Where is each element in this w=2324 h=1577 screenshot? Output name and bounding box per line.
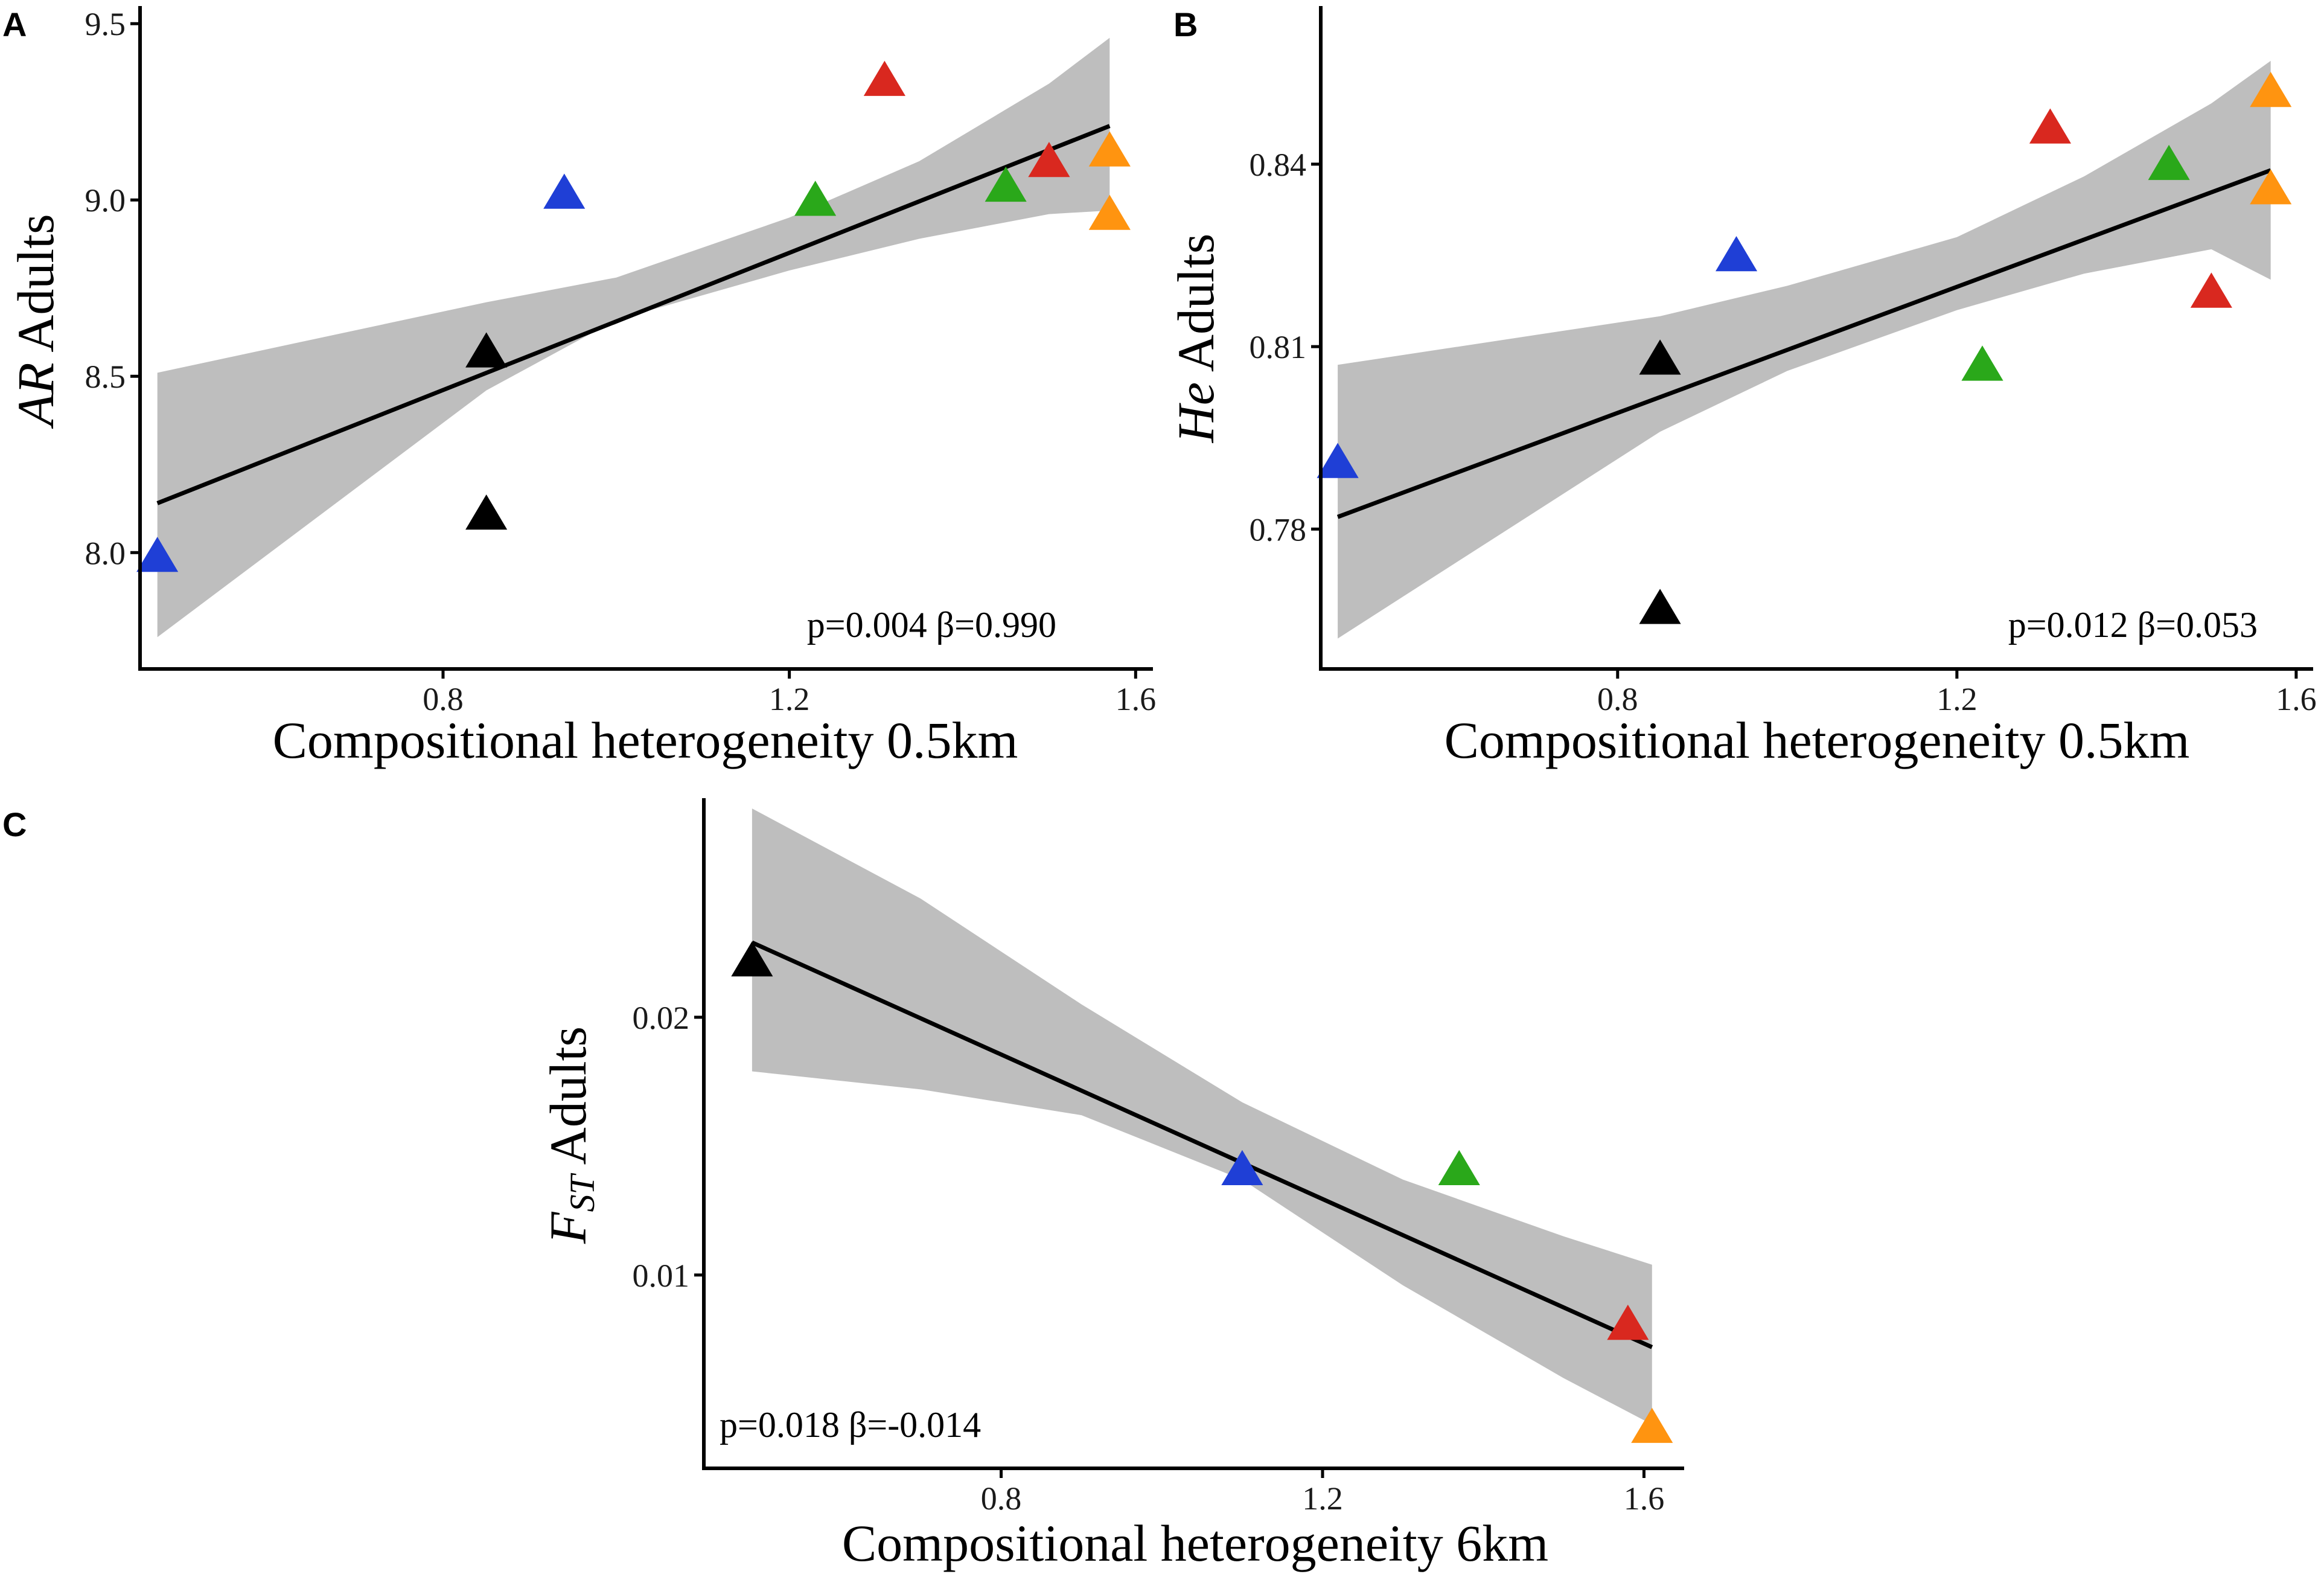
panel-letter-b: B bbox=[1173, 5, 1198, 43]
data-point-blue bbox=[136, 537, 179, 572]
y-tick-label: 0.02 bbox=[633, 1000, 690, 1036]
y-label-rest: Adults bbox=[539, 1026, 597, 1175]
data-point-green bbox=[2148, 144, 2190, 181]
data-point-green bbox=[985, 166, 1027, 202]
panel-a: A 0.8 1.2 1.68.08.59.09.5 p=0.004 β=0.990 … bbox=[2, 5, 1156, 769]
data-point-blue bbox=[1317, 443, 1359, 478]
regression-line bbox=[1336, 168, 2271, 519]
y-tick-label: 0.78 bbox=[1250, 511, 1307, 548]
y-axis-label: He Adults bbox=[1167, 234, 1225, 443]
x-axis-label: Compositional heterogeneity 6km bbox=[842, 1514, 1548, 1572]
x-axis-label: Compositional heterogeneity 0.5km bbox=[1445, 711, 2190, 769]
x-tick-label: 1.6 bbox=[1624, 1480, 1665, 1517]
data-point-red bbox=[1607, 1304, 1649, 1340]
confidence-band bbox=[157, 37, 1110, 638]
stats-annotation: p=0.018 β=-0.014 bbox=[720, 1405, 981, 1445]
x-tick-label: 1.2 bbox=[1936, 681, 1978, 717]
data-point-orange bbox=[1088, 131, 1131, 167]
x-tick-label: 1.2 bbox=[769, 681, 810, 717]
panel-b: B 0.8 1.2 1.60.780.810.84 p=0.012 β=0.053 … bbox=[1167, 5, 2317, 769]
x-tick-label: 0.8 bbox=[1597, 681, 1638, 717]
y-label-subscript: ST bbox=[563, 1172, 602, 1212]
x-tick-label: 0.8 bbox=[981, 1480, 1022, 1517]
data-point-blue bbox=[1716, 236, 1758, 272]
y-label-rest: Adults bbox=[1167, 234, 1225, 382]
y-label-italic: He bbox=[1167, 382, 1225, 443]
x-tick-label: 1.6 bbox=[1116, 681, 1157, 717]
y-tick-label: 0.84 bbox=[1250, 147, 1307, 183]
y-label-italic: AR bbox=[7, 363, 65, 429]
stats-annotation: p=0.012 β=0.053 bbox=[2008, 605, 2258, 645]
y-axis-label: AR Adults bbox=[7, 214, 65, 429]
panel-c: C 0.8 1.2 1.6 0.01 0.02 p=0.018 β=-0.014 Com… bbox=[2, 798, 1684, 1572]
stats-annotation: p=0.004 β=0.990 bbox=[807, 605, 1056, 645]
data-point-red bbox=[2029, 108, 2071, 144]
y-tick-label: 0.81 bbox=[1250, 329, 1307, 365]
data-point-orange bbox=[1088, 194, 1131, 230]
data-point-red bbox=[2190, 272, 2232, 308]
data-point-blue bbox=[543, 173, 586, 209]
data-point-green bbox=[1961, 345, 2003, 381]
data-point-orange bbox=[1631, 1407, 1673, 1443]
data-point-green bbox=[1438, 1150, 1480, 1185]
y-label-italic: F bbox=[539, 1211, 597, 1244]
panel-letter-a: A bbox=[2, 5, 27, 43]
data-point-blue bbox=[1221, 1150, 1263, 1185]
data-point-black bbox=[1639, 339, 1681, 375]
x-axis-label: Compositional heterogeneity 0.5km bbox=[273, 711, 1018, 769]
data-point-black bbox=[1639, 589, 1681, 624]
regression-line bbox=[156, 124, 1111, 505]
y-tick-label: 8.0 bbox=[85, 535, 126, 571]
data-point-black bbox=[731, 941, 773, 977]
y-tick-label: 8.5 bbox=[85, 359, 126, 395]
y-tick-label: 9.0 bbox=[85, 182, 126, 219]
data-point-orange bbox=[2250, 72, 2292, 107]
x-tick-label: 0.8 bbox=[423, 681, 464, 717]
y-tick-label: 0.01 bbox=[633, 1258, 690, 1294]
data-point-black bbox=[465, 494, 508, 530]
x-tick-label: 1.6 bbox=[2276, 681, 2317, 717]
data-point-red bbox=[863, 60, 905, 96]
data-point-green bbox=[794, 181, 837, 216]
y-tick-label: 9.5 bbox=[85, 6, 126, 42]
data-point-black bbox=[465, 332, 508, 368]
y-axis-label: FST Adults bbox=[539, 1026, 602, 1244]
confidence-band bbox=[752, 808, 1652, 1425]
regression-line bbox=[751, 940, 1653, 1349]
y-label-rest: Adults bbox=[7, 214, 65, 362]
data-point-orange bbox=[2250, 169, 2292, 205]
confidence-band bbox=[1338, 60, 2271, 639]
panel-letter-c: C bbox=[2, 805, 27, 843]
x-tick-label: 1.2 bbox=[1302, 1480, 1343, 1517]
data-point-red bbox=[1028, 142, 1070, 178]
